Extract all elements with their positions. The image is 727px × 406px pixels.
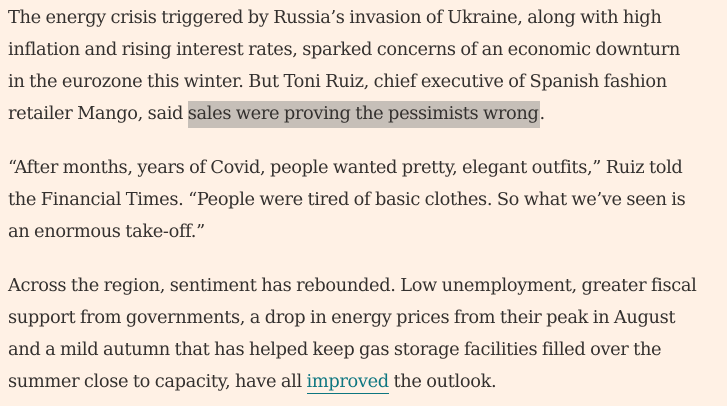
text-line: summer close to capacity, have all impro… xyxy=(8,366,727,398)
text-line: an enormous take-off.” xyxy=(8,221,205,242)
text-segment: retailer Mango, said xyxy=(8,103,188,124)
text-segment: . xyxy=(539,103,546,124)
text-segment: the outlook. xyxy=(388,371,497,392)
paragraph-1: The energy crisis triggered by Russia’s … xyxy=(8,2,727,130)
text-segment: summer close to capacity, have all xyxy=(8,371,307,392)
text-line: the Financial Times. “People were tired … xyxy=(8,189,686,210)
text-line: and a mild autumn that has helped keep g… xyxy=(8,339,662,360)
text-line: support from governments, a drop in ener… xyxy=(8,307,676,328)
text-line: Across the region, sentiment has rebound… xyxy=(8,275,697,296)
text-line: retailer Mango, said sales were proving … xyxy=(8,98,727,130)
text-line: The energy crisis triggered by Russia’s … xyxy=(8,7,662,28)
improved-link[interactable]: improved xyxy=(306,371,389,394)
text-line: inflation and rising interest rates, spa… xyxy=(8,39,680,60)
paragraph-3: Across the region, sentiment has rebound… xyxy=(8,270,727,398)
text-line: in the eurozone this winter. But Toni Ru… xyxy=(8,71,667,92)
highlighted-text: sales were proving the pessimists wrong xyxy=(187,101,540,128)
paragraph-2: “After months, years of Covid, people wa… xyxy=(8,152,727,248)
text-line: “After months, years of Covid, people wa… xyxy=(8,157,683,178)
